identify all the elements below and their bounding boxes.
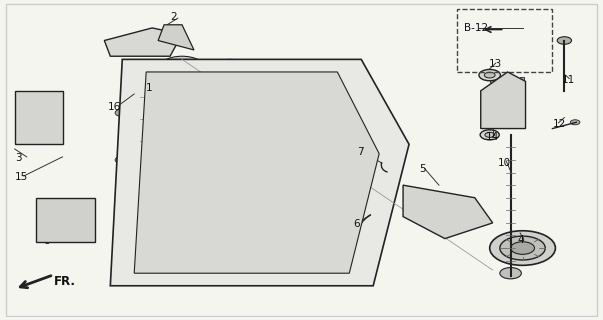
Text: 8: 8 — [43, 236, 50, 246]
Text: 10: 10 — [498, 157, 511, 167]
Circle shape — [500, 236, 545, 260]
Circle shape — [54, 213, 77, 226]
Circle shape — [485, 132, 494, 137]
Circle shape — [433, 196, 463, 212]
Polygon shape — [110, 60, 409, 286]
Circle shape — [511, 242, 534, 254]
Circle shape — [349, 217, 367, 226]
Bar — [502, 77, 506, 83]
Circle shape — [209, 151, 329, 213]
Text: 12: 12 — [552, 119, 566, 129]
Bar — [514, 77, 518, 83]
Circle shape — [182, 136, 355, 228]
Text: 15: 15 — [14, 137, 28, 147]
Circle shape — [158, 56, 206, 81]
Text: 3: 3 — [14, 153, 21, 164]
Text: 2: 2 — [170, 12, 177, 22]
Circle shape — [354, 125, 368, 132]
Polygon shape — [14, 91, 63, 144]
Circle shape — [25, 126, 52, 140]
Bar — [490, 77, 494, 83]
Circle shape — [480, 130, 499, 140]
Polygon shape — [134, 72, 379, 273]
Text: 15: 15 — [14, 172, 28, 182]
Circle shape — [109, 38, 130, 49]
Polygon shape — [158, 25, 194, 50]
Text: 4: 4 — [518, 235, 525, 245]
Text: 16: 16 — [108, 101, 121, 112]
Text: FR.: FR. — [54, 275, 75, 288]
Circle shape — [490, 231, 555, 265]
Text: 5: 5 — [419, 164, 426, 174]
Circle shape — [479, 69, 500, 81]
Bar — [457, 9, 552, 72]
Polygon shape — [403, 185, 493, 239]
Circle shape — [239, 166, 298, 198]
Circle shape — [165, 33, 182, 42]
Circle shape — [42, 207, 89, 232]
Bar — [508, 77, 512, 83]
Circle shape — [176, 125, 248, 163]
Text: 13: 13 — [488, 59, 502, 69]
Circle shape — [140, 36, 158, 45]
Polygon shape — [481, 72, 526, 129]
Text: 6: 6 — [353, 220, 360, 229]
Circle shape — [115, 109, 130, 116]
Circle shape — [25, 95, 52, 109]
Circle shape — [484, 72, 495, 78]
Text: 14: 14 — [485, 132, 499, 142]
Circle shape — [500, 268, 522, 279]
Polygon shape — [36, 198, 95, 242]
Circle shape — [342, 78, 356, 85]
Circle shape — [570, 120, 580, 125]
Circle shape — [212, 60, 248, 78]
Bar — [496, 77, 500, 83]
Text: 1: 1 — [146, 83, 153, 93]
Circle shape — [557, 37, 572, 44]
Text: 11: 11 — [561, 75, 575, 84]
Polygon shape — [104, 28, 182, 56]
Text: 7: 7 — [357, 147, 364, 157]
Text: 9: 9 — [484, 103, 491, 113]
Circle shape — [115, 156, 130, 164]
Circle shape — [115, 204, 130, 211]
Bar — [520, 77, 524, 83]
Circle shape — [194, 135, 230, 154]
Text: B-12: B-12 — [464, 23, 488, 33]
